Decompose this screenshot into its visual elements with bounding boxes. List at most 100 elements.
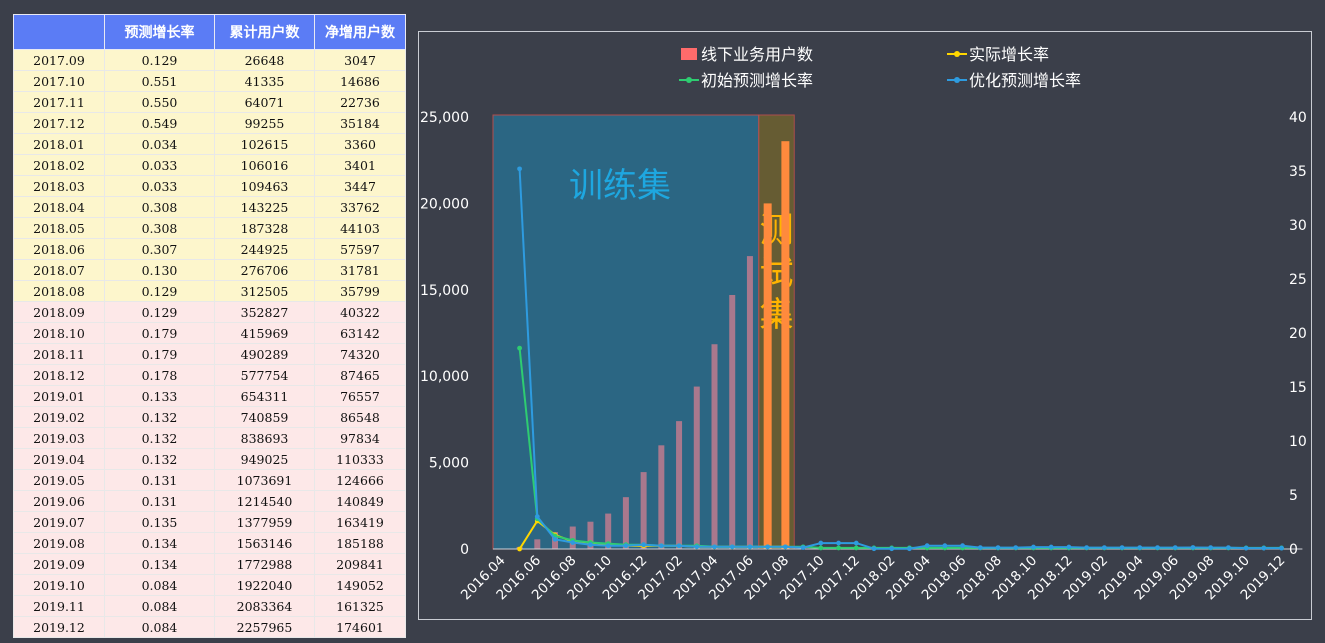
cell-cumulative: 1073691 [214,469,315,491]
cell-net: 3447 [314,175,406,197]
table-row: 2019.07 0.135 1377959 163419 [13,511,406,533]
bar [534,539,541,549]
series-optimized-rate-point [1155,545,1160,550]
cell-period: 2017.11 [13,91,105,113]
cell-period: 2018.11 [13,343,105,365]
series-optimized-rate-point [942,543,948,549]
series-optimized-rate-point [1119,545,1125,550]
combo-chart: 训练集测试集05,00010,00015,00020,00025,0000510… [420,45,1307,603]
cell-net: 40322 [314,301,406,323]
series-optimized-rate-point [1190,545,1196,550]
series-optimized-rate-point [712,544,717,550]
table-row: 2017.09 0.129 26648 3047 [13,49,406,71]
header-period [13,14,105,50]
cell-period: 2019.08 [13,532,105,554]
cell-period: 2018.03 [13,175,105,197]
series-initial-rate-point [818,545,824,551]
bar [676,421,683,549]
cell-period: 2019.06 [13,490,105,512]
cell-net: 209841 [314,553,406,575]
cell-cumulative: 276706 [214,259,315,281]
series-optimized-rate-point [995,545,1001,550]
table-row: 2018.06 0.307 244925 57597 [13,238,406,260]
y-left-tick-label: 20,000 [420,196,469,212]
series-optimized-rate-point [889,546,895,552]
chart-panel: 训练集测试集 0 5,000 10,000 15,000 20,000 25,000 0 5 10… [418,31,1312,620]
series-initial-rate-point [853,545,859,551]
cell-rate: 0.132 [104,448,215,470]
cell-cumulative: 949025 [214,448,315,470]
cell-rate: 0.131 [104,469,215,491]
bar [640,472,647,549]
series-optimized-rate-point [1101,545,1107,550]
series-optimized-rate-point [694,544,700,550]
cell-cumulative: 1922040 [214,574,315,596]
cell-cumulative: 99255 [214,112,315,134]
cell-net: 161325 [314,595,406,617]
cell-rate: 0.034 [104,133,215,155]
cell-net: 87465 [314,364,406,386]
legend-label: 优化预测增长率 [969,71,1081,90]
cell-cumulative: 577754 [214,364,315,386]
cell-cumulative: 187328 [214,217,315,239]
cell-rate: 0.084 [104,595,215,617]
table-row: 2019.12 0.084 2257965 174601 [13,616,406,638]
series-optimized-rate-point [517,166,522,172]
cell-rate: 0.550 [104,91,215,113]
cell-period: 2017.12 [13,112,105,134]
series-optimized-rate-point [1172,545,1178,550]
y-left-tick-label: 0 [460,542,469,558]
cell-cumulative: 244925 [214,238,315,260]
cell-cumulative: 143225 [214,196,315,218]
table-row: 2018.01 0.034 102615 3360 [13,133,406,155]
cell-cumulative: 2083364 [214,595,315,617]
series-optimized-rate-point [960,543,965,549]
y-right-tick-label: 40 [1289,110,1307,126]
cell-cumulative: 490289 [214,343,315,365]
cell-net: 3047 [314,49,406,71]
series-optimized-rate-point [1208,545,1214,550]
header-cumulative: 累计用户数 [214,14,315,50]
cell-net: 74320 [314,343,406,365]
cell-net: 57597 [314,238,406,260]
series-optimized-rate-point [658,543,664,549]
cell-rate: 0.129 [104,49,215,71]
series-optimized-rate-point [605,543,611,549]
cell-net: 185188 [314,532,406,554]
legend-marker [954,51,960,57]
series-optimized-rate-point [729,544,735,550]
cell-net: 110333 [314,448,406,470]
cell-net: 3360 [314,133,406,155]
table-row: 2018.03 0.033 109463 3447 [13,175,406,197]
cell-cumulative: 102615 [214,133,315,155]
series-optimized-rate-point [570,540,576,545]
cell-rate: 0.132 [104,427,215,449]
cell-cumulative: 1772988 [214,553,315,575]
bar [746,256,753,549]
table-row: 2017.12 0.549 99255 35184 [13,112,406,134]
bar [569,526,576,549]
cell-rate: 0.084 [104,574,215,596]
cell-period: 2019.02 [13,406,105,428]
cell-cumulative: 106016 [214,154,315,176]
cell-net: 33762 [314,196,406,218]
bar [693,386,700,549]
table-header-row: 预测增长率 累计用户数 净增用户数 [13,14,406,50]
cell-cumulative: 1214540 [214,490,315,512]
bar [729,294,736,549]
cell-net: 124666 [314,469,406,491]
header-net: 净增用户数 [314,14,406,50]
cell-period: 2018.02 [13,154,105,176]
cell-cumulative: 41335 [214,70,315,92]
series-optimized-rate-point [1048,544,1054,550]
series-optimized-rate-point [853,540,859,546]
cell-net: 140849 [314,490,406,512]
table-row: 2019.03 0.132 838693 97834 [13,427,406,449]
cell-rate: 0.033 [104,175,215,197]
bar [763,203,772,549]
cell-cumulative: 312505 [214,280,315,302]
table-row: 2019.10 0.084 1922040 149052 [13,574,406,596]
cell-cumulative: 64071 [214,91,315,113]
cell-cumulative: 2257965 [214,616,315,638]
y-left-tick-label: 5,000 [429,456,469,472]
